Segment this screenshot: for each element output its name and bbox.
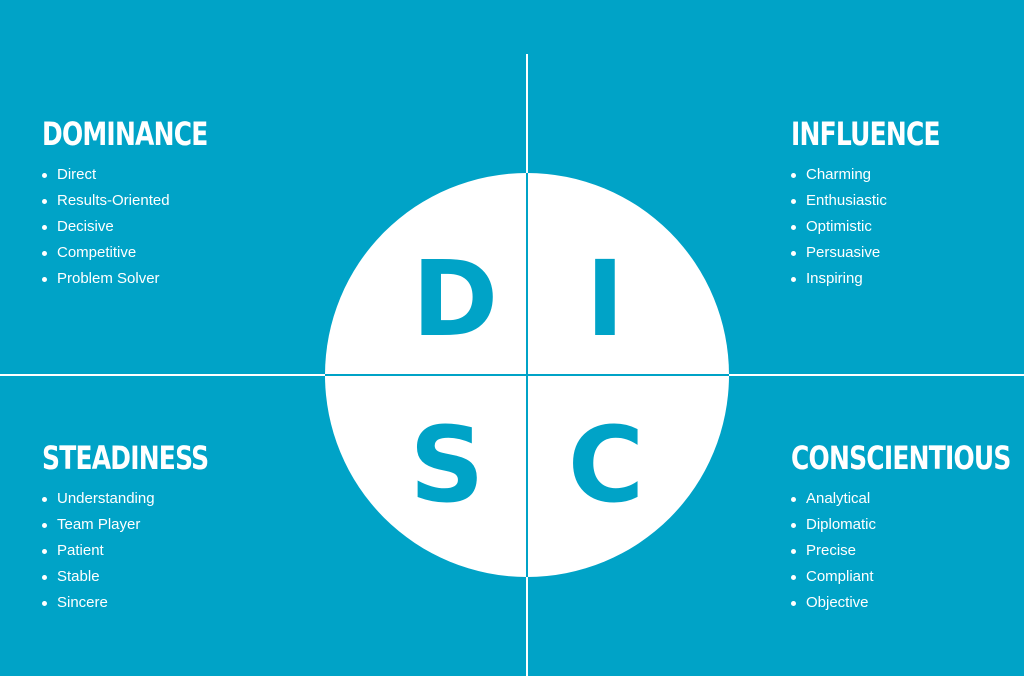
list-item: Team Player: [42, 512, 282, 538]
circle-horizontal-split: [325, 374, 729, 376]
list-item: Direct: [42, 162, 282, 188]
letter-c: C: [568, 404, 644, 526]
list-item: Analytical: [791, 486, 1024, 512]
list-item: Objective: [791, 590, 1024, 616]
trait-list-influence: Charming Enthusiastic Optimistic Persuas…: [791, 162, 1024, 292]
list-item: Understanding: [42, 486, 282, 512]
quadrant-title-conscientious: CONSCIENTIOUS: [791, 439, 1011, 477]
letter-s: S: [410, 404, 485, 526]
list-item: Competitive: [42, 240, 282, 266]
list-item: Sincere: [42, 590, 282, 616]
list-item: Inspiring: [791, 266, 1024, 292]
list-item: Enthusiastic: [791, 188, 1024, 214]
list-item: Optimistic: [791, 214, 1024, 240]
letter-i: I: [586, 238, 625, 360]
quadrant-title-dominance: DOMINANCE: [42, 115, 208, 153]
letter-d: D: [412, 238, 498, 360]
list-item: Persuasive: [791, 240, 1024, 266]
trait-list-conscientious: Analytical Diplomatic Precise Compliant …: [791, 486, 1024, 616]
quadrant-dominance: DOMINANCE Direct Results-Oriented Decisi…: [42, 116, 282, 292]
quadrant-influence: INFLUENCE Charming Enthusiastic Optimist…: [791, 116, 1024, 292]
list-item: Problem Solver: [42, 266, 282, 292]
quadrant-steadiness: STEADINESS Understanding Team Player Pat…: [42, 440, 282, 616]
trait-list-steadiness: Understanding Team Player Patient Stable…: [42, 486, 282, 616]
quadrant-title-steadiness: STEADINESS: [42, 439, 209, 477]
list-item: Decisive: [42, 214, 282, 240]
disc-circle-graphic: D I S C: [325, 173, 729, 577]
list-item: Precise: [791, 538, 1024, 564]
list-item: Stable: [42, 564, 282, 590]
trait-list-dominance: Direct Results-Oriented Decisive Competi…: [42, 162, 282, 292]
quadrant-conscientious: CONSCIENTIOUS Analytical Diplomatic Prec…: [791, 440, 1024, 616]
list-item: Patient: [42, 538, 282, 564]
quadrant-title-influence: INFLUENCE: [791, 115, 941, 153]
list-item: Diplomatic: [791, 512, 1024, 538]
list-item: Charming: [791, 162, 1024, 188]
list-item: Compliant: [791, 564, 1024, 590]
disc-circle: D I S C: [325, 173, 729, 577]
list-item: Results-Oriented: [42, 188, 282, 214]
